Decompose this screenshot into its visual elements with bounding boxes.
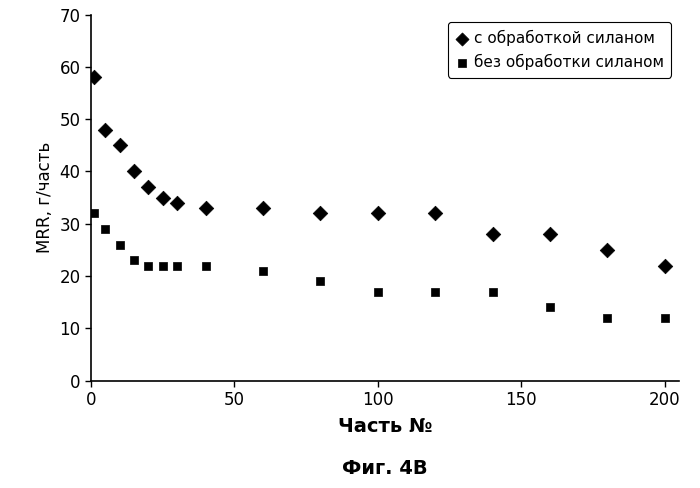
с обработкой силаном bbox=[200, 204, 211, 212]
с обработкой силаном bbox=[88, 74, 99, 81]
с обработкой силаном bbox=[602, 246, 613, 254]
без обработки силаном bbox=[143, 262, 154, 269]
с обработкой силаном bbox=[99, 126, 111, 134]
с обработкой силаном bbox=[372, 209, 384, 217]
Y-axis label: MRR, г/часть: MRR, г/часть bbox=[36, 142, 54, 253]
без обработки силаном bbox=[602, 314, 613, 322]
с обработкой силаном bbox=[545, 230, 556, 238]
без обработки силаном bbox=[88, 209, 99, 217]
без обработки силаном bbox=[487, 288, 498, 296]
без обработки силаном bbox=[99, 225, 111, 233]
без обработки силаном bbox=[430, 288, 441, 296]
без обработки силаном bbox=[372, 288, 384, 296]
без обработки силаном bbox=[200, 262, 211, 269]
с обработкой силаном bbox=[659, 262, 671, 269]
без обработки силаном bbox=[157, 262, 168, 269]
с обработкой силаном bbox=[143, 183, 154, 191]
с обработкой силаном bbox=[315, 209, 326, 217]
X-axis label: Часть №: Часть № bbox=[337, 417, 433, 436]
с обработкой силаном bbox=[430, 209, 441, 217]
с обработкой силаном bbox=[258, 204, 269, 212]
Text: Фиг. 4В: Фиг. 4В bbox=[342, 459, 428, 478]
с обработкой силаном bbox=[172, 199, 183, 207]
без обработки силаном bbox=[172, 262, 183, 269]
без обработки силаном bbox=[545, 304, 556, 311]
с обработкой силаном bbox=[487, 230, 498, 238]
без обработки силаном bbox=[128, 257, 139, 264]
без обработки силаном bbox=[659, 314, 671, 322]
с обработкой силаном bbox=[114, 142, 125, 149]
Legend: с обработкой силаном, без обработки силаном: с обработкой силаном, без обработки сила… bbox=[448, 22, 671, 78]
без обработки силаном bbox=[315, 277, 326, 285]
без обработки силаном bbox=[114, 241, 125, 248]
без обработки силаном bbox=[258, 267, 269, 275]
с обработкой силаном bbox=[157, 194, 168, 202]
с обработкой силаном bbox=[128, 167, 139, 175]
